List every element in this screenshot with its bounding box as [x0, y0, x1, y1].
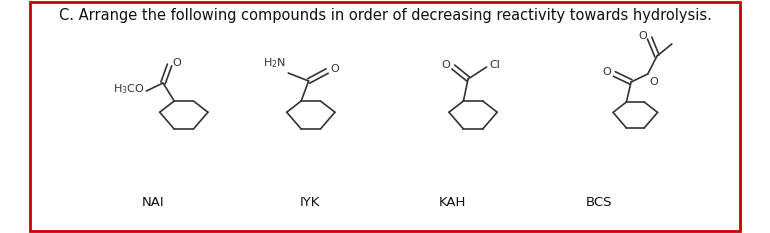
Text: O: O — [442, 60, 450, 70]
Text: O: O — [330, 64, 339, 74]
Text: H$_2$N: H$_2$N — [263, 56, 286, 70]
Text: O: O — [650, 77, 658, 87]
Text: NAI: NAI — [142, 196, 164, 209]
Text: BCS: BCS — [586, 196, 612, 209]
Text: KAH: KAH — [439, 196, 467, 209]
Text: Cl: Cl — [490, 60, 501, 70]
Text: IYK: IYK — [300, 196, 320, 209]
Text: C. Arrange the following compounds in order of decreasing reactivity towards hyd: C. Arrange the following compounds in or… — [59, 8, 711, 23]
Text: O: O — [638, 31, 647, 41]
Text: H$_3$CO: H$_3$CO — [113, 82, 145, 96]
Text: O: O — [603, 67, 611, 77]
Text: O: O — [172, 58, 181, 68]
